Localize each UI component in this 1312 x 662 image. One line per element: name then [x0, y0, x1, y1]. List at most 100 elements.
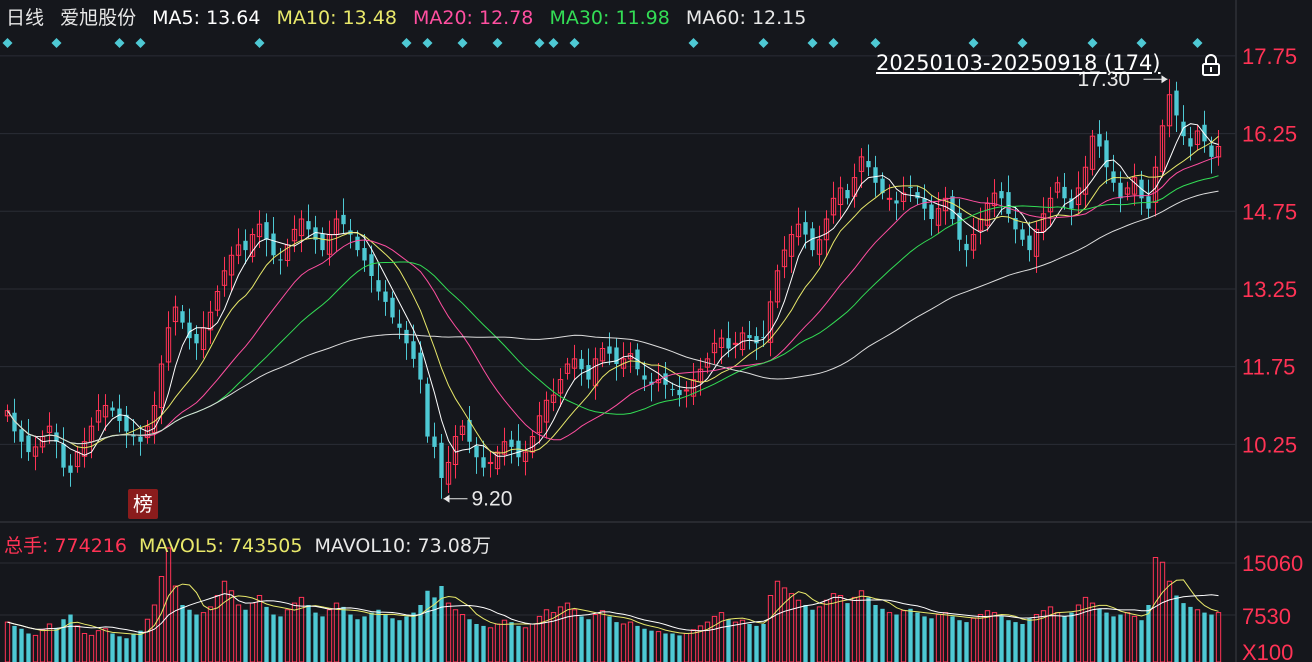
candle-body [54, 432, 59, 442]
volume-bar [165, 547, 172, 662]
max-price-label: 17.30 [1078, 68, 1131, 91]
volume-bar [900, 610, 907, 662]
date-range-label[interactable]: 20250103-20250918 (174) [876, 51, 1161, 75]
volume-header: 总手: 774216 MAVOL5: 743505 MAVOL10: 73.08… [4, 531, 497, 558]
volume-bar [214, 595, 221, 662]
volume-bar [481, 625, 486, 662]
candle-body [313, 227, 318, 240]
candle-body [19, 429, 24, 442]
candle-body [788, 234, 795, 257]
volume-bar [1152, 557, 1159, 662]
candle-body [102, 404, 109, 418]
candle-body [26, 435, 31, 453]
volume-bar [858, 590, 865, 662]
candle-body [320, 233, 325, 251]
volume-bar [298, 596, 305, 662]
volume-bar [180, 605, 185, 662]
event-diamond [1192, 38, 1203, 48]
price-tick-label: 17.75 [1242, 44, 1297, 69]
volume-bar [866, 597, 871, 662]
stock-name: 爱旭股份 [60, 7, 137, 29]
volume-bar [151, 604, 158, 662]
lock-icon[interactable] [1200, 53, 1222, 77]
volume-bar [1194, 609, 1201, 662]
volume-bar [536, 615, 543, 662]
volume-bar [397, 620, 402, 662]
ma10-line [7, 135, 1219, 454]
candle-body [467, 419, 472, 442]
volume-bar [1215, 612, 1222, 662]
volume-bar [522, 627, 529, 662]
candle-body [355, 236, 360, 251]
ma60-legend: MA60: 12.15 [685, 7, 807, 29]
volume-bar [1131, 615, 1138, 662]
candle-body [543, 399, 550, 423]
volume-bar [187, 609, 192, 662]
volume-bar [74, 625, 81, 662]
candle-body [964, 243, 969, 251]
candle-body [1020, 229, 1025, 240]
candle-body [677, 389, 682, 396]
volume-bar [425, 590, 430, 662]
event-diamond [548, 38, 559, 48]
candle-body [180, 311, 185, 323]
ma5-legend: MA5: 13.64 [152, 7, 261, 29]
volume-bar [635, 625, 640, 662]
candle-body [1124, 187, 1131, 195]
candle-body [221, 270, 228, 286]
volume-bar [194, 614, 199, 662]
volume-bar [579, 616, 584, 662]
candle-body [1069, 198, 1074, 209]
candle-body [194, 334, 199, 344]
candle-body [900, 192, 907, 202]
candle-body [845, 190, 850, 199]
volume-bar [95, 630, 102, 662]
volume-bar [1027, 618, 1032, 662]
volume-bar [501, 619, 508, 662]
volume-bar [271, 614, 276, 662]
volume-bar [1174, 595, 1179, 662]
candle-body [586, 365, 591, 380]
candle-body [501, 441, 508, 455]
volume-bar [306, 605, 311, 662]
candle-body [418, 352, 423, 380]
period-label[interactable]: 日线 [6, 7, 45, 29]
volume-bar [571, 609, 578, 662]
price-tick-label: 13.25 [1242, 277, 1297, 302]
volume-bar [964, 622, 969, 662]
volume-bar [845, 603, 850, 662]
candle-body [12, 412, 17, 432]
volume-bar [1069, 612, 1074, 662]
volume-bar [326, 609, 333, 662]
volume-bar [977, 614, 984, 662]
candle-body [830, 197, 837, 216]
volume-bar [761, 624, 766, 662]
volume-bar [4, 621, 11, 662]
volume-bar [922, 616, 927, 662]
candle-body [1054, 182, 1061, 193]
volume-bar [19, 628, 24, 662]
volume-bar [467, 619, 472, 662]
candle-body [411, 341, 416, 359]
candle-body [362, 248, 367, 261]
candle-body [46, 425, 53, 433]
ranking-badge[interactable]: 榜 [128, 489, 158, 519]
candle-body [110, 407, 115, 411]
candle-body [803, 222, 808, 235]
volume-bar [663, 633, 668, 662]
volume-bar [341, 606, 346, 662]
candle-body [747, 335, 752, 339]
volume-bar [1097, 608, 1102, 662]
candle-body [207, 311, 214, 331]
volume-bar [110, 633, 115, 662]
volume-bar [509, 622, 514, 662]
candle-body [816, 239, 823, 255]
candle-body [991, 192, 998, 207]
event-diamond [688, 38, 699, 48]
candle-body [494, 451, 501, 470]
volume-bar [607, 616, 612, 662]
candle-body [165, 327, 172, 363]
volume-bar [1054, 612, 1061, 662]
event-diamond [569, 38, 580, 48]
